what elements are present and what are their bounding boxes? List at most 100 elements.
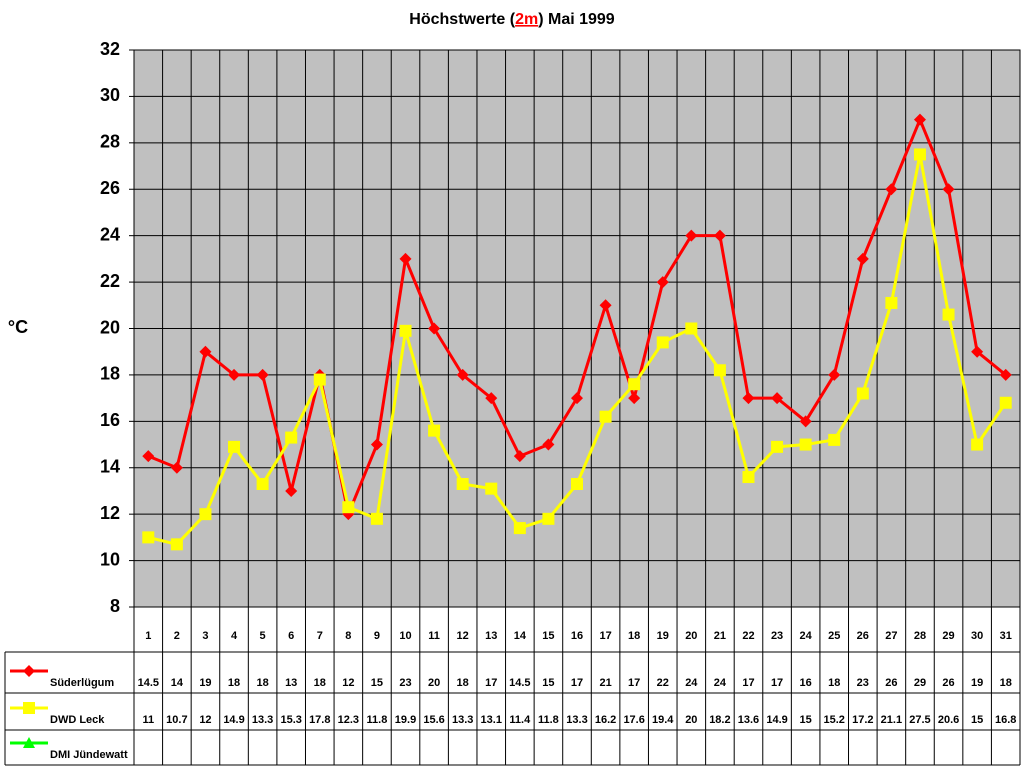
y-tick-label: 32 bbox=[100, 39, 120, 59]
x-tick-label: 27 bbox=[885, 630, 897, 642]
data-point bbox=[999, 396, 1012, 409]
data-point bbox=[399, 324, 412, 337]
x-tick-label: 7 bbox=[317, 630, 323, 642]
data-point bbox=[513, 450, 526, 463]
data-table-value: 15.3 bbox=[280, 714, 301, 726]
data-table-value: 18 bbox=[228, 677, 240, 689]
y-tick-label: 30 bbox=[100, 85, 120, 105]
data-table-value: 14 bbox=[171, 677, 184, 689]
data-point bbox=[971, 438, 984, 451]
title-part: ) Mai 1999 bbox=[538, 11, 615, 28]
legend-label: Süderlügum bbox=[50, 677, 114, 689]
x-tick-label: 19 bbox=[657, 630, 669, 642]
data-table-value: 22 bbox=[657, 677, 669, 689]
y-tick-label: 24 bbox=[100, 224, 120, 244]
x-tick-label: 25 bbox=[828, 630, 840, 642]
data-point bbox=[599, 299, 612, 312]
x-tick-label: 29 bbox=[942, 630, 954, 642]
data-point bbox=[571, 392, 583, 405]
data-table-value: 15 bbox=[971, 714, 983, 726]
data-point bbox=[170, 538, 183, 551]
data-table-value: 12.3 bbox=[338, 714, 359, 726]
data-table-value: 27.5 bbox=[909, 714, 930, 726]
data-table-value: 16 bbox=[800, 677, 812, 689]
data-point bbox=[542, 512, 555, 525]
data-point bbox=[428, 424, 441, 437]
data-table-value: 23 bbox=[399, 677, 411, 689]
data-point bbox=[456, 368, 469, 381]
data-table-value: 14.5 bbox=[138, 677, 159, 689]
data-table-value: 12 bbox=[199, 714, 211, 726]
data-point bbox=[228, 440, 241, 453]
data-point bbox=[885, 183, 898, 196]
data-point bbox=[828, 368, 841, 381]
y-tick-label: 26 bbox=[100, 178, 120, 198]
data-table-value: 19.4 bbox=[652, 714, 674, 726]
data-table-value: 17.2 bbox=[852, 714, 873, 726]
data-point bbox=[856, 252, 869, 265]
y-tick-label: 28 bbox=[100, 132, 120, 152]
x-tick-label: 3 bbox=[202, 630, 208, 642]
data-point bbox=[742, 471, 755, 484]
x-tick-label: 22 bbox=[742, 630, 754, 642]
x-tick-label: 5 bbox=[260, 630, 266, 642]
data-table-value: 20 bbox=[428, 677, 440, 689]
data-table-value: 19 bbox=[199, 677, 211, 689]
data-table-value: 24 bbox=[685, 677, 698, 689]
y-tick-label: 12 bbox=[100, 503, 120, 523]
data-table-value: 17.8 bbox=[309, 714, 330, 726]
data-point bbox=[370, 512, 383, 525]
data-point bbox=[599, 410, 612, 423]
data-table-value: 15 bbox=[800, 714, 812, 726]
data-table-value: 13.3 bbox=[452, 714, 473, 726]
data-point bbox=[856, 387, 869, 400]
data-table-value: 18 bbox=[1000, 677, 1012, 689]
data-table-value: 13 bbox=[285, 677, 297, 689]
data-table-value: 15.6 bbox=[423, 714, 444, 726]
x-tick-label: 24 bbox=[800, 630, 813, 642]
data-table-value: 13.6 bbox=[738, 714, 759, 726]
x-tick-label: 4 bbox=[231, 630, 238, 642]
data-table-value: 20.6 bbox=[938, 714, 959, 726]
x-tick-label: 30 bbox=[971, 630, 983, 642]
x-tick-label: 1 bbox=[145, 630, 151, 642]
legend-label: DWD Leck bbox=[50, 714, 105, 726]
data-point bbox=[771, 392, 784, 405]
data-point bbox=[199, 345, 212, 358]
x-tick-label: 26 bbox=[857, 630, 869, 642]
x-tick-label: 21 bbox=[714, 630, 726, 642]
x-tick-label: 6 bbox=[288, 630, 294, 642]
y-tick-label: 20 bbox=[100, 317, 120, 337]
data-table-value: 10.7 bbox=[166, 714, 187, 726]
legend-marker bbox=[23, 702, 35, 714]
data-point bbox=[628, 378, 641, 391]
data-table-value: 17 bbox=[628, 677, 640, 689]
data-table-value: 18 bbox=[828, 677, 840, 689]
data-point bbox=[913, 113, 926, 126]
y-axis-label: °C bbox=[8, 317, 28, 337]
data-table-value: 11.4 bbox=[509, 714, 531, 726]
y-tick-label: 10 bbox=[100, 549, 120, 569]
data-table-value: 17 bbox=[771, 677, 783, 689]
x-tick-label: 17 bbox=[599, 630, 611, 642]
data-point bbox=[713, 229, 726, 242]
x-tick-label: 13 bbox=[485, 630, 497, 642]
data-point bbox=[571, 477, 583, 490]
data-table-value: 15 bbox=[542, 677, 554, 689]
x-tick-label: 15 bbox=[542, 630, 554, 642]
data-table-value: 13.3 bbox=[566, 714, 587, 726]
data-table-value: 23 bbox=[857, 677, 869, 689]
data-point bbox=[142, 450, 155, 463]
data-table-value: 19 bbox=[971, 677, 983, 689]
data-point bbox=[170, 461, 183, 474]
title-part: 2m bbox=[515, 11, 538, 28]
data-point bbox=[942, 308, 955, 321]
x-tick-label: 9 bbox=[374, 630, 380, 642]
data-table-value: 16.8 bbox=[995, 714, 1016, 726]
data-table-value: 24 bbox=[714, 677, 727, 689]
data-table-value: 11.8 bbox=[367, 714, 388, 726]
data-table-value: 26 bbox=[885, 677, 897, 689]
data-point bbox=[342, 501, 355, 514]
data-table-value: 18 bbox=[314, 677, 326, 689]
